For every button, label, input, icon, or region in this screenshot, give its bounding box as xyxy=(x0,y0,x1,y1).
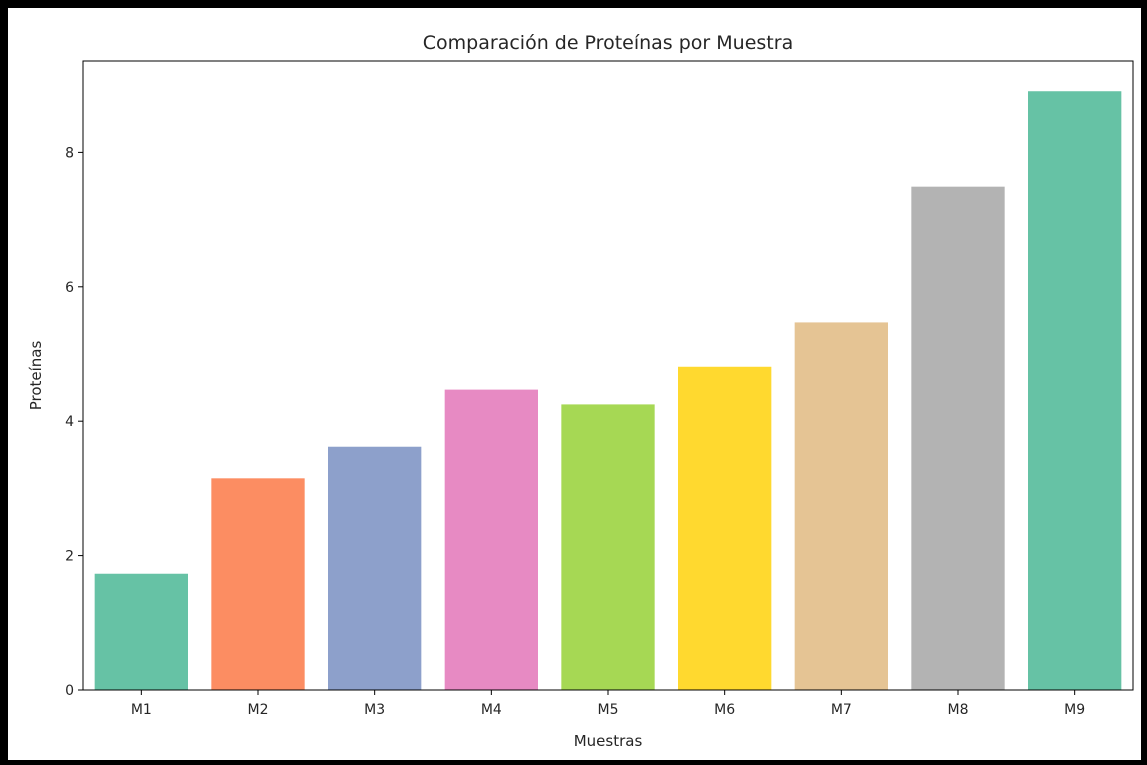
y-tick-label: 0 xyxy=(65,683,74,699)
x-axis: M1 M2 M3 M4 M5 M6 M7 M8 M9 xyxy=(131,690,1085,718)
x-tick-label: M9 xyxy=(1064,702,1085,718)
x-tick-label: M4 xyxy=(481,702,502,718)
x-tick-label: M8 xyxy=(948,702,969,718)
bar-m1 xyxy=(94,573,188,690)
chart-title: Comparación de Proteínas por Muestra xyxy=(423,32,793,54)
x-tick-label: M7 xyxy=(831,702,852,718)
y-tick-label: 2 xyxy=(65,549,74,565)
x-tick-label: M2 xyxy=(248,702,269,718)
bar-m4 xyxy=(444,389,538,690)
y-axis: 0 2 4 6 8 xyxy=(65,145,83,699)
bar-m5 xyxy=(561,404,655,690)
y-axis-label: Proteínas xyxy=(27,341,45,411)
y-tick-label: 4 xyxy=(65,414,74,430)
bar-m2 xyxy=(211,478,305,690)
bar-m7 xyxy=(794,322,888,690)
chart-frame: Comparación de Proteínas por Muestra Mue… xyxy=(8,8,1141,760)
bar-m3 xyxy=(328,446,422,690)
x-axis-label: Muestras xyxy=(574,732,643,750)
bar-chart: Comparación de Proteínas por Muestra Mue… xyxy=(27,32,1134,750)
x-tick-label: M1 xyxy=(131,702,152,718)
bar-m9 xyxy=(1028,91,1122,691)
y-tick-label: 6 xyxy=(65,280,74,296)
bars-group xyxy=(94,91,1122,691)
plot-area-border xyxy=(82,60,1134,691)
x-tick-label: M6 xyxy=(714,702,735,718)
x-tick-label: M5 xyxy=(598,702,619,718)
bar-m6 xyxy=(678,366,772,690)
x-tick-label: M3 xyxy=(364,702,385,718)
y-tick-label: 8 xyxy=(65,145,74,161)
bar-m8 xyxy=(911,186,1005,691)
